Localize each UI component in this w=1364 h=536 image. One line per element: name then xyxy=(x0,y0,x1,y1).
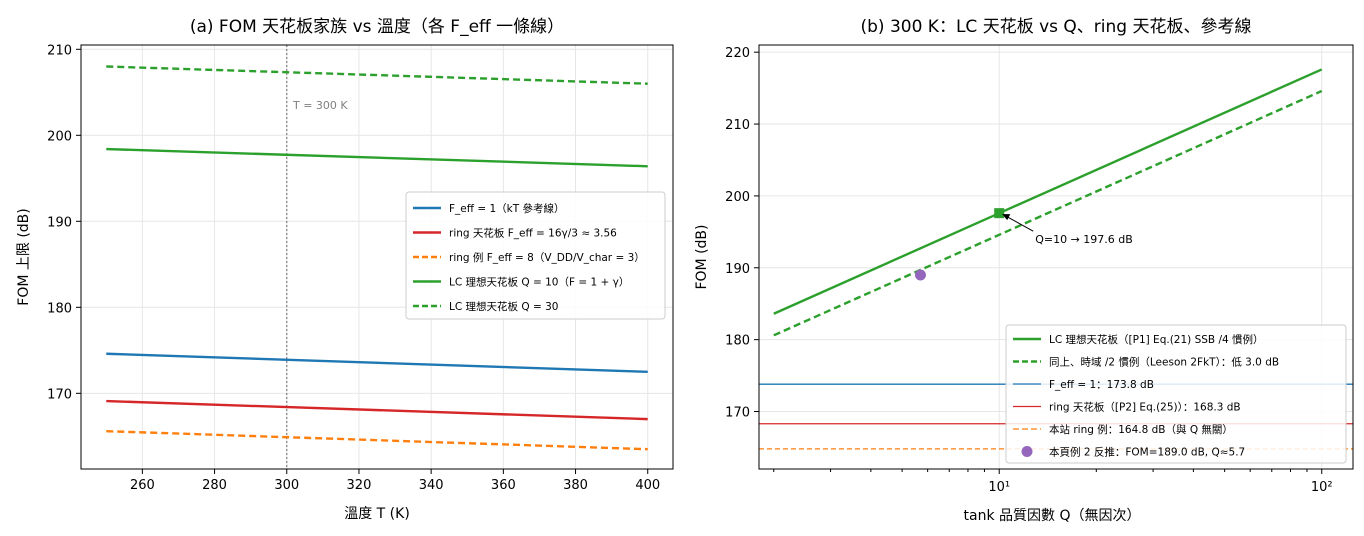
y-tick-label: 180 xyxy=(47,301,72,316)
chart-b: (b) 300 K：LC 天花板 vs Q、ring 天花板、參考線 10¹ 10… xyxy=(694,17,1354,524)
y-tick-label: 210 xyxy=(725,118,750,133)
chart-a-xlabel: 溫度 T (K) xyxy=(344,506,410,522)
legend-entry: F_eff = 1（kT 參考線） xyxy=(449,202,564,215)
series-line xyxy=(106,399,648,421)
y-tick-label: 210 xyxy=(47,43,72,58)
y-tick-label: 170 xyxy=(47,387,72,402)
chart-a-ticks: 260 280 300 320 340 360 380 400 170 180 190 200 210 xyxy=(47,43,660,493)
y-tick-label: 200 xyxy=(725,190,750,205)
x-tick-label: 400 xyxy=(635,478,660,493)
series-line xyxy=(773,68,1323,315)
x-tick-label: 380 xyxy=(563,478,588,493)
annotation-arrow xyxy=(1003,214,1034,232)
chart-a-frame xyxy=(80,44,674,470)
series-line xyxy=(773,89,1323,337)
x-tick-label: 10² xyxy=(1311,480,1333,495)
legend-swatch xyxy=(1021,446,1033,457)
series-line xyxy=(106,429,648,451)
y-tick-label: 190 xyxy=(725,262,750,277)
annotation-arrowhead xyxy=(1002,214,1011,221)
x-tick-label: 360 xyxy=(491,478,516,493)
legend-entry: F_eff = 1：173.8 dB xyxy=(1049,379,1154,391)
legend-box xyxy=(405,191,666,320)
legend-entry: LC 理想天花板（[P1] Eq.(21) SSB /4 慣例） xyxy=(1049,333,1264,346)
legend-entry: 本頁例 2 反推：FOM=189.0 dB, Q≈5.7 xyxy=(1049,446,1245,459)
chart-a-ylabel: FOM 上限 (dB) xyxy=(16,208,32,305)
chart-b-xlabel: tank 品質因數 Q（無因次） xyxy=(964,508,1141,524)
legend-entry: ring 天花板 F_eff = 16γ/3 ≈ 3.56 xyxy=(449,227,617,240)
x-tick-label: 280 xyxy=(202,478,227,493)
legend-entry: LC 理想天花板 Q = 30 xyxy=(449,300,558,313)
legend-entry: ring 例 F_eff = 8（V_DD/V_char = 3） xyxy=(449,251,645,264)
chart-b-ticks: 10¹ 10² 170 180 190 200 210 220 xyxy=(725,46,1332,495)
chart-a-legend: F_eff = 1（kT 參考線） ring 天花板 F_eff = 16γ/3 … xyxy=(405,191,666,320)
legend-entry: 同上、時域 /2 慣例（Leeson 2FkT）：低 3.0 dB xyxy=(1049,356,1279,369)
legend-box xyxy=(1005,324,1347,464)
y-tick-label: 220 xyxy=(725,46,750,61)
x-tick-label: 340 xyxy=(419,478,444,493)
y-tick-label: 180 xyxy=(725,334,750,349)
x-tick-label: 320 xyxy=(347,478,372,493)
series-line xyxy=(106,147,648,168)
x-tick-label: 260 xyxy=(130,478,155,493)
chart-b-annotation: Q=10 → 197.6 dB xyxy=(994,208,1133,246)
chart-a-lines xyxy=(106,45,648,469)
chart-a-vline-label: T = 300 K xyxy=(292,99,348,112)
legend-entry: ring 天花板（[P2] Eq.(25)）：168.3 dB xyxy=(1049,401,1241,414)
data-point-example-2 xyxy=(914,269,926,281)
series-line xyxy=(106,65,648,85)
x-tick-label: 300 xyxy=(274,478,299,493)
y-tick-label: 170 xyxy=(725,406,750,421)
y-tick-label: 200 xyxy=(47,129,72,144)
annotated-point-marker xyxy=(994,208,1005,219)
chart-b-title: (b) 300 K：LC 天花板 vs Q、ring 天花板、參考線 xyxy=(861,17,1252,37)
y-tick-label: 190 xyxy=(47,215,72,230)
x-tick-label: 10¹ xyxy=(988,480,1010,495)
annotation-label: Q=10 → 197.6 dB xyxy=(1035,233,1133,246)
chart-b-legend: LC 理想天花板（[P1] Eq.(21) SSB /4 慣例） 同上、時域 /2… xyxy=(1005,324,1347,464)
chart-a: (a) FOM 天花板家族 vs 溫度（各 F_eff 一條線） 260 280 3… xyxy=(16,17,674,522)
series-line xyxy=(106,352,648,374)
legend-entry: 本站 ring 例：164.8 dB（與 Q 無關） xyxy=(1049,423,1233,436)
chart-b-ylabel: FOM (dB) xyxy=(694,224,710,289)
legend-entry: LC 理想天花板 Q = 10（F = 1 + γ） xyxy=(449,276,629,289)
chart-b-frame xyxy=(758,44,1354,470)
chart-a-title: (a) FOM 天花板家族 vs 溫度（各 F_eff 一條線） xyxy=(190,17,564,37)
